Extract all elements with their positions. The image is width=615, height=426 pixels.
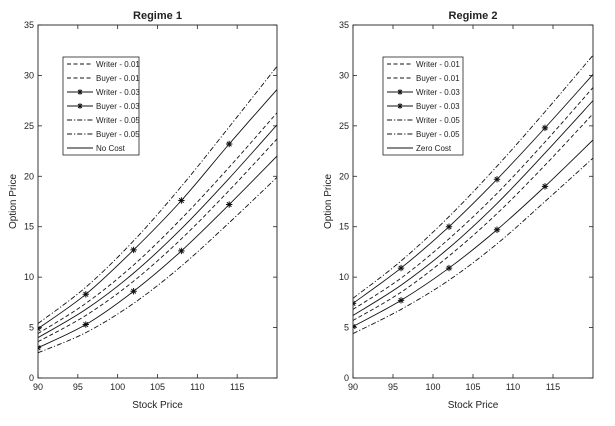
chart-title: Regime 2: [449, 10, 498, 22]
series-line-5: [353, 54, 593, 299]
y-tick-label: 25: [339, 121, 349, 131]
legend-label: Writer - 0.05: [416, 116, 460, 125]
series-marker: [82, 321, 89, 328]
x-tick-label: 105: [465, 382, 480, 392]
legend-marker: [77, 103, 83, 109]
y-tick-label: 20: [339, 171, 349, 181]
legend-label: Zero Cost: [416, 144, 452, 153]
y-tick-label: 10: [339, 272, 349, 282]
y-tick-label: 0: [29, 373, 34, 383]
legend-label: Writer - 0.03: [416, 88, 460, 97]
y-tick-label: 35: [339, 20, 349, 30]
x-tick-label: 110: [190, 382, 204, 392]
series-marker: [541, 183, 549, 190]
series-marker: [82, 291, 89, 298]
legend-label: Writer - 0.05: [96, 116, 140, 125]
series-marker: [178, 247, 185, 255]
legend-label: Buyer - 0.05: [416, 130, 460, 139]
series-marker: [130, 288, 137, 295]
y-axis-label: Option Price: [323, 174, 334, 229]
series-line-2: [353, 113, 593, 321]
legend-marker: [397, 103, 403, 109]
series-marker: [397, 264, 405, 272]
legend-label: Buyer - 0.05: [96, 130, 140, 139]
y-tick-label: 30: [339, 70, 349, 80]
series-line-1: [38, 112, 277, 335]
legend-label: Buyer - 0.03: [416, 102, 460, 111]
series-marker: [445, 223, 453, 230]
legend: Writer - 0.01 Buyer - 0.01 Writer - 0.03 Bu…: [382, 56, 464, 156]
x-tick-label: 95: [73, 382, 83, 392]
y-tick-label: 25: [24, 121, 34, 131]
series-marker: [445, 264, 453, 272]
series-marker: [226, 201, 233, 208]
series-line-6: [353, 157, 593, 335]
series-line-4: [38, 155, 277, 349]
y-tick-label: 20: [24, 171, 34, 181]
y-axis-label: Option Price: [8, 174, 19, 229]
x-tick-label: 90: [348, 382, 358, 392]
x-tick-label: 90: [33, 382, 43, 392]
x-tick-label: 110: [506, 382, 520, 392]
series-marker: [353, 300, 357, 307]
x-axis-label: Stock Price: [448, 400, 499, 411]
series-line-5: [38, 66, 277, 324]
legend-label: No Cost: [96, 144, 126, 153]
legend-label: Buyer - 0.01: [416, 74, 460, 83]
series-marker: [38, 325, 42, 332]
series-marker: [541, 124, 549, 132]
x-tick-label: 100: [425, 382, 440, 392]
x-tick-label: 115: [230, 382, 244, 392]
chart-panel-1: Regime 1 90 95 100 105 110 115 0 5 10 15 20 25 30 35 St…: [8, 10, 278, 411]
series-line-1: [353, 87, 593, 310]
y-tick-label: 5: [344, 323, 349, 333]
series-line-7: [38, 124, 277, 339]
x-tick-label: 105: [150, 382, 165, 392]
series-marker: [130, 246, 137, 254]
series-marker: [493, 176, 501, 183]
chart-title: Regime 1: [133, 10, 182, 22]
series-group: [353, 54, 593, 335]
x-tick-label: 95: [388, 382, 398, 392]
legend-label: Writer - 0.03: [96, 88, 140, 97]
y-tick-label: 30: [24, 70, 34, 80]
y-tick-label: 5: [29, 323, 34, 333]
y-tick-label: 0: [344, 373, 349, 383]
chart-panel-2: Regime 2 90 95 100 105 110 115 0 5 10 15 20 25 30 35 St…: [323, 10, 594, 411]
series-line-2: [38, 138, 277, 343]
y-tick-label: 15: [339, 222, 349, 232]
series-marker: [178, 197, 185, 204]
series-marker: [397, 297, 405, 304]
y-tick-label: 10: [24, 272, 34, 282]
series-line-7: [353, 100, 593, 316]
y-tick-label: 15: [24, 222, 34, 232]
legend-label: Writer - 0.01: [96, 60, 140, 69]
y-tick-label: 35: [24, 20, 34, 30]
legend-marker: [397, 89, 403, 95]
series-marker: [353, 323, 357, 330]
x-tick-label: 100: [110, 382, 125, 392]
series-group: [38, 66, 277, 354]
x-tick-label: 115: [546, 382, 560, 392]
x-axis-label: Stock Price: [132, 400, 183, 411]
legend-label: Writer - 0.01: [416, 60, 460, 69]
series-line-6: [38, 176, 277, 354]
legend-marker: [77, 89, 83, 95]
legend-label: Buyer - 0.01: [96, 74, 140, 83]
series-marker: [226, 140, 233, 148]
series-marker: [493, 226, 501, 233]
series-line-4: [353, 139, 593, 327]
legend: Writer - 0.01 Buyer - 0.01 Writer - 0.03 Bu…: [62, 56, 140, 156]
legend-label: Buyer - 0.03: [96, 102, 140, 111]
series-marker: [38, 344, 42, 351]
